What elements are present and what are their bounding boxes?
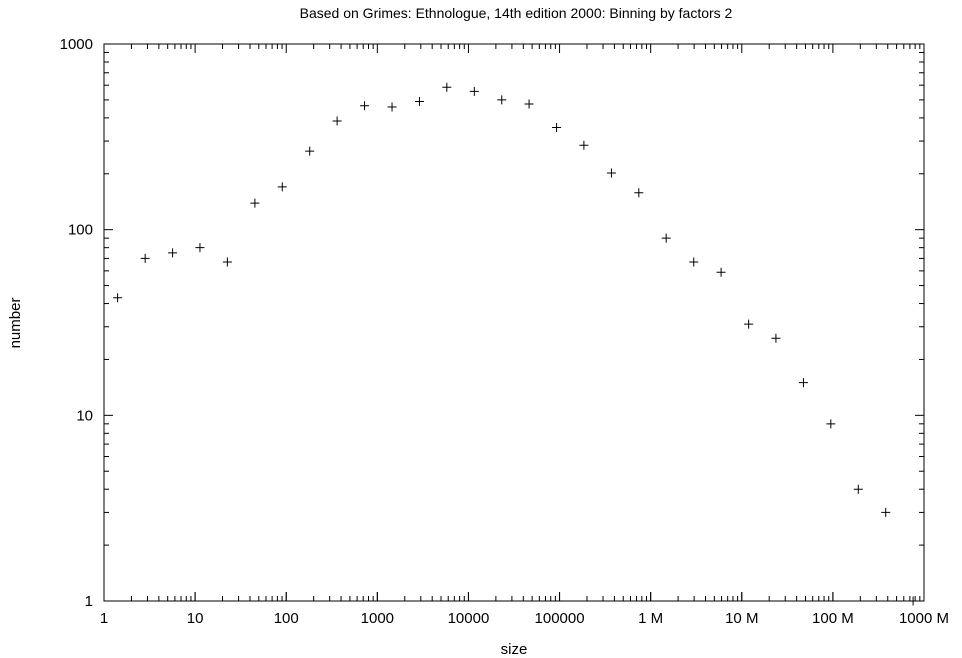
x-tick-label: 100000	[535, 610, 585, 627]
data-point	[716, 267, 726, 277]
x-tick-labels: 1 10 100 1000 10000 100000 1 M 10 M 100 M 1000 M	[100, 610, 949, 627]
data-point	[222, 257, 232, 267]
data-point	[771, 333, 781, 343]
data-point	[853, 484, 863, 494]
data-point	[360, 101, 370, 111]
data-point	[881, 507, 891, 517]
data-point	[524, 99, 534, 109]
data-point	[140, 253, 150, 263]
data-point	[414, 97, 424, 107]
y-tick-label: 10	[76, 407, 93, 424]
x-tick-label: 1000	[361, 610, 394, 627]
data-point	[908, 596, 918, 606]
data-point	[497, 95, 507, 105]
data-point	[168, 248, 178, 258]
x-tick-label: 1	[100, 610, 108, 627]
data-point	[606, 168, 616, 178]
data-point	[113, 293, 123, 303]
axis-ticks	[103, 44, 925, 602]
data-point	[579, 140, 589, 150]
plot-frame	[103, 43, 925, 602]
data-point	[195, 243, 205, 253]
y-tick-label: 100	[68, 222, 93, 239]
y-tick-label: 1000	[60, 36, 93, 53]
x-tick-label: 10 M	[725, 610, 758, 627]
y-axis-label: number	[7, 298, 24, 349]
x-tick-label: 100	[274, 610, 299, 627]
data-point	[552, 123, 562, 133]
data-point	[744, 319, 754, 329]
x-tick-label: 1000 M	[899, 610, 949, 627]
data-point	[387, 102, 397, 112]
chart-title: Based on Grimes: Ethnologue, 14th editio…	[300, 5, 733, 21]
data-point	[277, 182, 287, 192]
data-point	[332, 116, 342, 126]
x-axis-label: size	[501, 641, 528, 658]
x-tick-label: 10	[187, 610, 204, 627]
x-tick-label: 10000	[448, 610, 490, 627]
data-point	[826, 419, 836, 429]
y-tick-labels: 1 10 100 1000	[60, 36, 93, 610]
data-point	[442, 82, 452, 92]
data-point	[798, 378, 808, 388]
data-point	[250, 198, 260, 208]
data-point	[305, 146, 315, 156]
data-point	[469, 86, 479, 96]
x-tick-label: 100 M	[812, 610, 854, 627]
data-point	[661, 233, 671, 243]
x-tick-label: 1 M	[638, 610, 663, 627]
y-tick-label: 1	[85, 593, 93, 610]
data-points	[113, 82, 918, 606]
data-point	[634, 188, 644, 198]
data-point	[689, 257, 699, 267]
